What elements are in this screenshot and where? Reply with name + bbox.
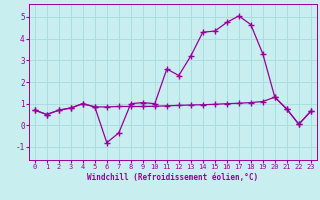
- X-axis label: Windchill (Refroidissement éolien,°C): Windchill (Refroidissement éolien,°C): [87, 173, 258, 182]
